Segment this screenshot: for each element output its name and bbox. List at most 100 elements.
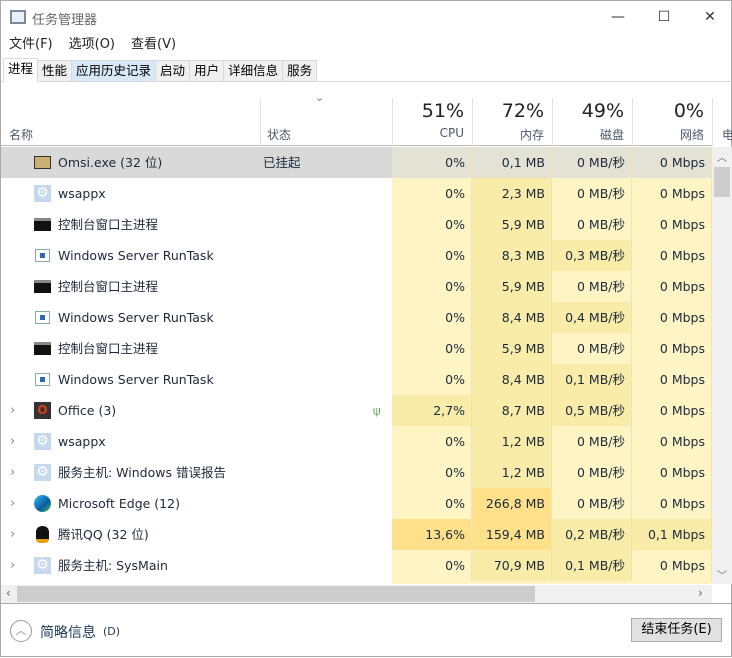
- column-status[interactable]: 状态: [260, 98, 392, 146]
- column-network[interactable]: 0% 网络: [632, 98, 712, 146]
- expand-chevron-icon[interactable]: ›: [10, 465, 16, 480]
- console-icon: [34, 340, 51, 357]
- scroll-right-icon[interactable]: ›: [698, 586, 703, 600]
- expand-chevron-icon[interactable]: ›: [10, 527, 16, 542]
- cpu-value: 0%: [392, 550, 472, 581]
- menu-options[interactable]: 选项(O): [68, 37, 116, 52]
- horizontal-scroll-thumb[interactable]: [17, 586, 535, 602]
- net-value: 0,1 Mbps: [632, 519, 712, 550]
- process-row[interactable]: Windows Server RunTask 0% 8,4 MB 0,1 MB/秒 0 …: [1, 364, 712, 395]
- cpu-value: 0%: [392, 147, 472, 178]
- process-row[interactable]: 控制台窗口主进程 0% 5,9 MB 0 MB/秒 0 Mbps: [1, 271, 712, 302]
- disk-value: 0 MB/秒: [552, 178, 632, 209]
- tab-2[interactable]: 应用历史记录: [72, 60, 157, 82]
- tab-5[interactable]: 详细信息: [224, 60, 284, 82]
- net-value: 0 Mbps: [632, 550, 712, 581]
- process-row[interactable]: Windows Server RunTask 0% 8,4 MB 0,4 MB/秒 0 …: [1, 302, 712, 333]
- cpu-value: 0%: [392, 457, 472, 488]
- vertical-scroll-thumb[interactable]: [714, 167, 730, 197]
- mem-value: 8,7 MB: [472, 395, 552, 426]
- edge-icon: [34, 495, 51, 512]
- close-button[interactable]: ✕: [704, 9, 716, 25]
- power-label: 电: [722, 128, 732, 142]
- mem-value: 266,8 MB: [472, 488, 552, 519]
- menu-view[interactable]: 查看(V): [131, 37, 177, 52]
- scroll-up-icon[interactable]: ︿: [717, 153, 727, 164]
- cpu-value: 0%: [392, 426, 472, 457]
- column-disk[interactable]: 49% 磁盘: [552, 98, 632, 146]
- status-label: 状态: [267, 128, 292, 142]
- cpu-value: 0%: [392, 178, 472, 209]
- process-row[interactable]: › Microsoft Edge (12) 0% 266,8 MB 0 MB/秒 0 Mb…: [1, 488, 712, 519]
- process-row[interactable]: Omsi.exe (32 位) 已挂起 0% 0,1 MB 0 MB/秒 0 Mbps: [1, 147, 712, 178]
- column-memory[interactable]: 72% 内存: [472, 98, 552, 146]
- scroll-down-icon[interactable]: ﹀: [717, 571, 727, 582]
- tab-4[interactable]: 用户: [190, 60, 225, 82]
- bus-app-icon: [34, 154, 51, 171]
- cpu-value: 13,6%: [392, 519, 472, 550]
- disk-value: 0,1 MB/秒: [552, 364, 632, 395]
- net-value: 0 Mbps: [632, 395, 712, 426]
- chevron-down-icon[interactable]: ⌄: [315, 91, 325, 104]
- process-name: Omsi.exe (32 位): [58, 155, 163, 170]
- tab-3[interactable]: 启动: [156, 60, 191, 82]
- mem-value: 5,9 MB: [472, 333, 552, 364]
- menu-file[interactable]: 文件(F): [9, 37, 53, 52]
- mem-value: 1,2 MB: [472, 426, 552, 457]
- cpu-label: CPU: [439, 126, 464, 140]
- tab-1[interactable]: 性能: [38, 60, 73, 82]
- column-cpu[interactable]: 51% CPU: [392, 98, 472, 146]
- net-value: 0 Mbps: [632, 240, 712, 271]
- next-row-partial: [392, 581, 712, 584]
- disk-value: 0 MB/秒: [552, 426, 632, 457]
- process-row[interactable]: ⚙ wsappx 0% 2,3 MB 0 MB/秒 0 Mbps: [1, 178, 712, 209]
- disk-value: 0 MB/秒: [552, 147, 632, 178]
- process-row[interactable]: › 腾讯QQ (32 位) 13,6% 159,4 MB 0,2 MB/秒 0,1 Mbp…: [1, 519, 712, 550]
- mem-value: 1,2 MB: [472, 457, 552, 488]
- gear-icon: ⚙: [34, 433, 51, 450]
- expand-chevron-icon[interactable]: ›: [10, 558, 16, 573]
- mem-value: 5,9 MB: [472, 271, 552, 302]
- chevron-up-circle-icon[interactable]: ︿: [10, 620, 32, 642]
- mem-value: 8,4 MB: [472, 302, 552, 333]
- process-row[interactable]: 控制台窗口主进程 0% 5,9 MB 0 MB/秒 0 Mbps: [1, 209, 712, 240]
- process-name: wsappx: [58, 434, 106, 449]
- expand-chevron-icon[interactable]: ›: [10, 496, 16, 511]
- column-power[interactable]: 电: [712, 98, 732, 146]
- disk-value: 0 MB/秒: [552, 488, 632, 519]
- process-name: Windows Server RunTask: [58, 248, 214, 263]
- selection-highlight: [1, 147, 392, 178]
- process-row[interactable]: 控制台窗口主进程 0% 5,9 MB 0 MB/秒 0 Mbps: [1, 333, 712, 364]
- console-icon: [34, 216, 51, 233]
- fewer-details-link[interactable]: 简略信息: [40, 625, 96, 641]
- net-value: 0 Mbps: [632, 147, 712, 178]
- network-label: 网络: [679, 128, 704, 142]
- process-name: Office (3): [58, 403, 117, 418]
- column-name[interactable]: 名称: [9, 128, 34, 142]
- memory-label: 内存: [519, 128, 544, 142]
- process-row[interactable]: › ⚙ wsappx 0% 1,2 MB 0 MB/秒 0 Mbps: [1, 426, 712, 457]
- process-row[interactable]: Windows Server RunTask 0% 8,3 MB 0,3 MB/秒 0 …: [1, 240, 712, 271]
- task-manager-icon: [10, 10, 26, 24]
- mem-value: 8,4 MB: [472, 364, 552, 395]
- maximize-button[interactable]: ☐: [657, 9, 671, 25]
- process-status: 已挂起: [263, 155, 301, 170]
- minimize-button[interactable]: —: [611, 9, 625, 25]
- end-task-button[interactable]: 结束任务(E): [631, 618, 722, 642]
- gear-icon: ⚙: [34, 557, 51, 574]
- vertical-scrollbar[interactable]: ︿ ﹀: [712, 147, 732, 584]
- process-name: 服务主机: Windows 错误报告: [58, 465, 226, 480]
- process-name: Windows Server RunTask: [58, 310, 214, 325]
- qq-icon: [34, 526, 51, 543]
- process-row[interactable]: › ⚙ 服务主机: SysMain 0% 70,9 MB 0,1 MB/秒 0 Mbps: [1, 550, 712, 581]
- process-row[interactable]: › O Office (3) ⍦ 2,7% 8,7 MB 0,5 MB/秒 0 Mbps: [1, 395, 712, 426]
- tab-6[interactable]: 服务: [283, 60, 318, 82]
- disk-value: 0,3 MB/秒: [552, 240, 632, 271]
- tab-0[interactable]: 进程: [3, 58, 39, 83]
- cpu-value: 0%: [392, 209, 472, 240]
- horizontal-scrollbar[interactable]: ‹ ›: [1, 585, 712, 603]
- process-row[interactable]: › ⚙ 服务主机: Windows 错误报告 0% 1,2 MB 0 MB/秒 0 Mbps: [1, 457, 712, 488]
- expand-chevron-icon[interactable]: ›: [10, 403, 16, 418]
- expand-chevron-icon[interactable]: ›: [10, 434, 16, 449]
- scroll-left-icon[interactable]: ‹: [6, 586, 11, 600]
